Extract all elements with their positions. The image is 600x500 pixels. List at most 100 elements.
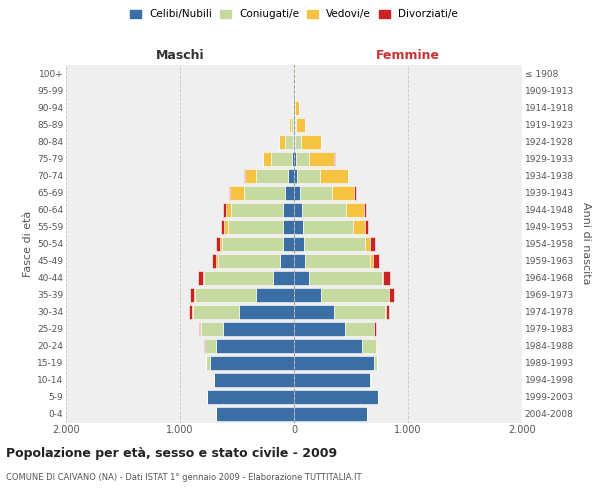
Bar (217, 407, 294, 421)
Bar (291, 118, 293, 132)
Bar (332, 186, 355, 200)
Text: Popolazione per età, sesso e stato civile - 2009: Popolazione per età, sesso e stato civil… (6, 448, 337, 460)
Bar (205, 339, 217, 353)
Legend: Celibi/Nubili, Coniugati/e, Vedovi/e, Divorziati/e: Celibi/Nubili, Coniugati/e, Vedovi/e, Di… (130, 10, 458, 20)
Bar (212, 254, 217, 268)
Bar (283, 220, 294, 234)
Bar (386, 305, 389, 319)
Bar (226, 202, 232, 216)
Bar (221, 220, 224, 234)
Bar (220, 237, 222, 250)
Bar (370, 254, 373, 268)
Bar (280, 254, 294, 268)
Bar (295, 134, 301, 148)
Bar (320, 168, 347, 182)
Bar (208, 390, 294, 404)
Bar (373, 254, 379, 268)
Bar (374, 322, 376, 336)
Bar (294, 152, 296, 166)
Bar (296, 118, 305, 132)
Bar (310, 152, 334, 166)
Bar (296, 152, 310, 166)
Bar (294, 271, 309, 285)
Bar (217, 339, 294, 353)
Bar (229, 186, 230, 200)
Bar (293, 134, 294, 148)
Bar (214, 373, 294, 387)
Bar (294, 339, 362, 353)
Bar (292, 152, 294, 166)
Bar (218, 254, 280, 268)
Bar (244, 186, 285, 200)
Text: Maschi: Maschi (155, 48, 205, 62)
Bar (353, 220, 365, 234)
Bar (294, 220, 303, 234)
Text: COMUNE DI CAIVANO (NA) - Dati ISTAT 1° gennaio 2009 - Elaborazione TUTTITALIA.IT: COMUNE DI CAIVANO (NA) - Dati ISTAT 1° g… (6, 472, 361, 482)
Bar (294, 84, 295, 98)
Bar (365, 220, 368, 234)
Bar (285, 134, 293, 148)
Bar (294, 390, 379, 404)
Bar (322, 288, 389, 302)
Y-axis label: Fasce di età: Fasce di età (23, 210, 33, 277)
Bar (364, 202, 366, 216)
Bar (370, 237, 375, 250)
Bar (302, 202, 346, 216)
Bar (294, 305, 334, 319)
Bar (294, 134, 295, 148)
Bar (300, 186, 332, 200)
Bar (382, 271, 383, 285)
Bar (271, 152, 292, 166)
Bar (303, 220, 353, 234)
Bar (355, 186, 356, 200)
Bar (374, 356, 377, 370)
Bar (289, 118, 291, 132)
Bar (294, 322, 346, 336)
Bar (294, 186, 300, 200)
Bar (206, 356, 209, 370)
Bar (285, 186, 294, 200)
Bar (334, 305, 385, 319)
Bar (209, 356, 294, 370)
Bar (223, 322, 294, 336)
Bar (305, 254, 370, 268)
Bar (279, 134, 285, 148)
Bar (197, 271, 203, 285)
Bar (301, 134, 321, 148)
Bar (195, 288, 256, 302)
Bar (294, 254, 305, 268)
Bar (294, 407, 367, 421)
Bar (283, 202, 294, 216)
Bar (256, 288, 294, 302)
Bar (228, 220, 283, 234)
Bar (389, 288, 394, 302)
Bar (294, 373, 370, 387)
Bar (224, 220, 228, 234)
Bar (256, 168, 289, 182)
Bar (362, 339, 376, 353)
Bar (200, 322, 223, 336)
Bar (295, 100, 299, 114)
Bar (230, 186, 244, 200)
Bar (216, 237, 220, 250)
Bar (283, 237, 294, 250)
Bar (383, 271, 390, 285)
Bar (222, 237, 283, 250)
Bar (232, 202, 283, 216)
Bar (346, 202, 364, 216)
Bar (294, 202, 302, 216)
Bar (199, 322, 200, 336)
Bar (245, 168, 256, 182)
Bar (263, 152, 271, 166)
Bar (294, 356, 374, 370)
Bar (223, 202, 226, 216)
Bar (289, 168, 294, 182)
Bar (346, 322, 374, 336)
Bar (295, 118, 296, 132)
Bar (294, 288, 322, 302)
Bar (294, 168, 298, 182)
Y-axis label: Anni di nascita: Anni di nascita (581, 202, 590, 285)
Bar (309, 271, 382, 285)
Bar (365, 237, 370, 250)
Text: Femmine: Femmine (376, 48, 440, 62)
